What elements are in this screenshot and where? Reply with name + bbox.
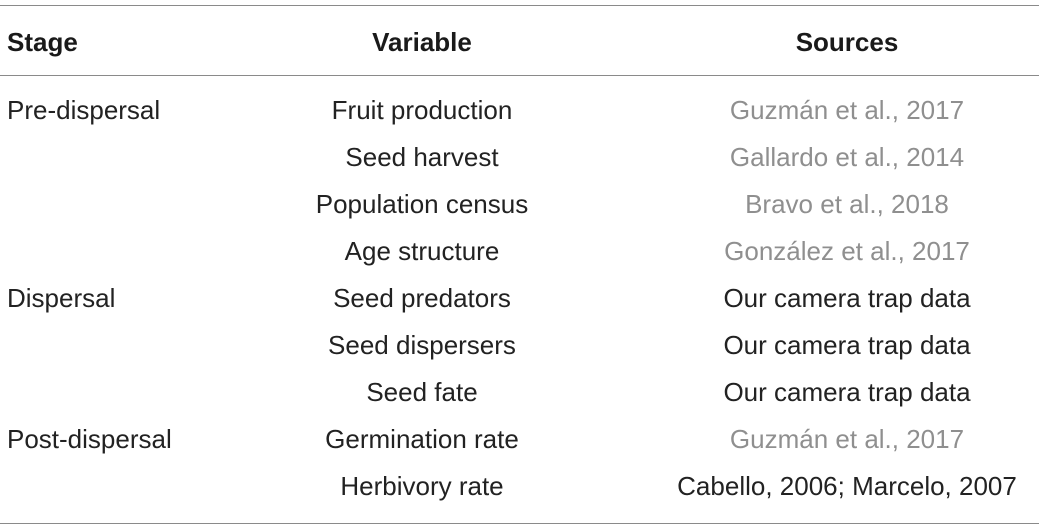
table-row: Seed harvest Gallardo et al., 2014: [0, 135, 1039, 182]
cell-variable: Population census: [315, 189, 529, 219]
cell-variable: Seed predators: [333, 283, 511, 313]
citation-link[interactable]: Gallardo et al., 2014: [729, 142, 965, 172]
citation-separator: ;: [837, 471, 845, 501]
cell-stage: Pre-dispersal: [7, 95, 161, 125]
citation-link[interactable]: Bravo et al., 2018: [745, 189, 949, 219]
table-row: Post-dispersal Germination rate Guzmán e…: [0, 417, 1039, 464]
table-bottom-rule: [0, 523, 1039, 524]
cell-sources-multi: Cabello, 2006; Marcelo, 2007: [655, 471, 1039, 501]
table-top-rule: [0, 5, 1039, 6]
table-row: Seed fate Our camera trap data: [0, 370, 1039, 417]
header-variable: Variable: [372, 27, 472, 57]
cell-variable: Fruit production: [331, 95, 513, 125]
table-row: Seed dispersers Our camera trap data: [0, 323, 1039, 370]
cell-sources: Our camera trap data: [723, 377, 971, 407]
header-stage: Stage: [7, 27, 78, 57]
cell-variable: Age structure: [344, 236, 500, 266]
table-row: Pre-dispersal Fruit production Guzmán et…: [0, 88, 1039, 135]
cell-stage: Post-dispersal: [7, 424, 172, 454]
table-row: Dispersal Seed predators Our camera trap…: [0, 276, 1039, 323]
cell-variable: Herbivory rate: [340, 471, 504, 501]
header-sources: Sources: [795, 27, 899, 57]
table-row: Age structure González et al., 2017: [0, 229, 1039, 276]
cell-sources: Our camera trap data: [723, 283, 971, 313]
citation-link[interactable]: González et al., 2017: [724, 236, 970, 266]
cell-variable: Germination rate: [325, 424, 519, 454]
cell-variable: Seed fate: [366, 377, 478, 407]
citation-link[interactable]: Cabello, 2006: [677, 471, 838, 501]
table-body: Pre-dispersal Fruit production Guzmán et…: [0, 75, 1039, 523]
cell-stage: Dispersal: [7, 283, 116, 313]
cell-sources: Our camera trap data: [723, 330, 971, 360]
table-row: Herbivory rate Cabello, 2006; Marcelo, 2…: [0, 464, 1039, 511]
table-header-row: Stage Variable Sources: [0, 5, 1039, 75]
table-header-rule: [0, 75, 1039, 76]
citation-link[interactable]: Guzmán et al., 2017: [729, 424, 965, 454]
cell-variable: Seed dispersers: [328, 330, 516, 360]
citation-link[interactable]: Guzmán et al., 2017: [729, 95, 965, 125]
cell-variable: Seed harvest: [345, 142, 499, 172]
citation-link[interactable]: Marcelo, 2007: [844, 471, 1017, 501]
table-row: Population census Bravo et al., 2018: [0, 182, 1039, 229]
